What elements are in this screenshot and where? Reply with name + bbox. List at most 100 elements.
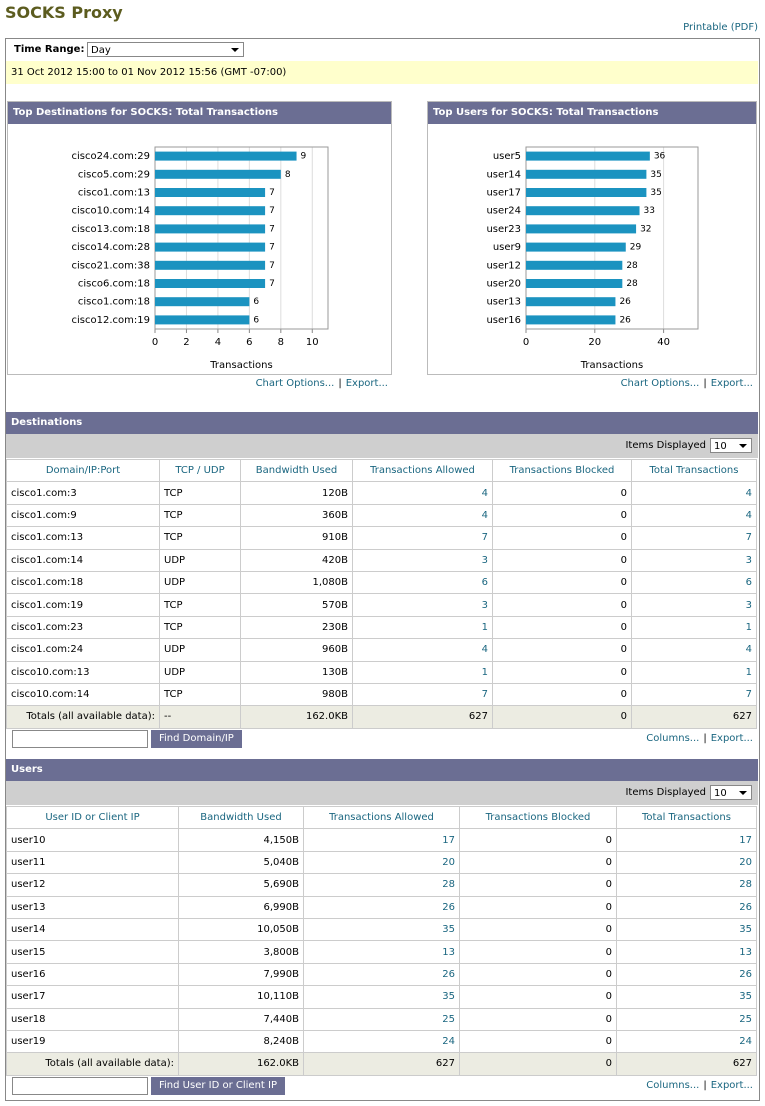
cell: 980B xyxy=(240,682,353,707)
column-header[interactable]: Bandwidth Used xyxy=(240,458,353,483)
chart: 0 20 40 user5 36 user14 35 user17 35 user24 33 user… xyxy=(486,146,699,371)
cell: TCP xyxy=(159,682,241,707)
cell[interactable]: 17 xyxy=(303,828,460,852)
cell[interactable]: 6 xyxy=(631,570,757,595)
cell[interactable]: 1 xyxy=(631,615,757,640)
column-header[interactable]: Transactions Allowed xyxy=(303,805,460,830)
search-input[interactable] xyxy=(12,1076,148,1095)
table-links: Columns... | Export... xyxy=(646,1080,753,1091)
column-header[interactable]: User ID or Client IP xyxy=(6,805,179,830)
cell[interactable]: 24 xyxy=(303,1029,460,1054)
data-label: 33 xyxy=(644,206,655,216)
cell[interactable]: 26 xyxy=(303,962,460,987)
bar xyxy=(155,206,266,216)
totals-cell: Totals (all available data): xyxy=(6,1052,179,1076)
cell: 0 xyxy=(459,940,617,964)
export-link[interactable]: Export... xyxy=(345,378,388,389)
cell[interactable]: 17 xyxy=(616,828,757,852)
cell[interactable]: 4 xyxy=(631,503,757,528)
cell[interactable]: 4 xyxy=(352,481,493,505)
x-axis-label: Transactions xyxy=(580,360,643,371)
cell: cisco1.com:13 xyxy=(6,526,160,550)
cell[interactable]: 13 xyxy=(303,940,460,964)
y-tick-label: cisco1.com:18 xyxy=(78,297,150,308)
cell[interactable]: 3 xyxy=(631,548,757,572)
cell[interactable]: 3 xyxy=(631,593,757,617)
cell: 0 xyxy=(492,593,632,617)
cell[interactable]: 1 xyxy=(631,660,757,684)
cell[interactable]: 1 xyxy=(352,660,493,684)
x-tick-label: 20 xyxy=(588,337,601,348)
cell[interactable]: 6 xyxy=(352,570,493,595)
export-link[interactable]: Export... xyxy=(710,378,753,389)
cell[interactable]: 35 xyxy=(616,985,757,1009)
cell[interactable]: 7 xyxy=(631,682,757,707)
y-tick-label: user12 xyxy=(486,260,521,271)
time-range-select[interactable]: Day xyxy=(87,42,244,57)
cell[interactable]: 7 xyxy=(631,526,757,550)
cell[interactable]: 20 xyxy=(616,850,757,875)
row: cisco1.com:24 UDP 960B 4 0 4 xyxy=(6,638,757,662)
export-link[interactable]: Export... xyxy=(710,732,753,744)
column-header[interactable]: Transactions Blocked xyxy=(459,805,617,830)
cell: 0 xyxy=(459,1029,617,1054)
plot-frame xyxy=(154,146,329,330)
cell[interactable]: 4 xyxy=(631,481,757,505)
cell[interactable]: 35 xyxy=(303,917,460,942)
column-header[interactable]: Transactions Blocked xyxy=(492,458,632,483)
cell[interactable]: 13 xyxy=(616,940,757,964)
cell[interactable]: 26 xyxy=(616,895,757,919)
cell: TCP xyxy=(159,593,241,617)
cell[interactable]: 28 xyxy=(303,873,460,897)
chart-options-link[interactable]: Chart Options... xyxy=(255,378,335,389)
cell[interactable]: 4 xyxy=(631,638,757,662)
totals-cell: -- xyxy=(159,705,241,729)
cell: user12 xyxy=(6,873,179,897)
column-header[interactable]: Transactions Allowed xyxy=(352,458,493,483)
search-button[interactable]: Find User ID or Client IP xyxy=(151,1076,285,1095)
cell[interactable]: 26 xyxy=(616,962,757,987)
cell[interactable]: 20 xyxy=(303,850,460,875)
export-link[interactable]: Export... xyxy=(710,1079,753,1091)
bar xyxy=(526,242,626,252)
cell[interactable]: 25 xyxy=(303,1007,460,1031)
columns-link[interactable]: Columns... xyxy=(646,732,700,744)
cell[interactable]: 7 xyxy=(352,682,493,707)
cell: 10,110B xyxy=(178,985,304,1009)
search-button[interactable]: Find Domain/IP xyxy=(151,729,242,748)
chart-options-link[interactable]: Chart Options... xyxy=(620,378,700,389)
cell[interactable]: 24 xyxy=(616,1029,757,1054)
cell[interactable]: 4 xyxy=(352,638,493,662)
row: cisco1.com:9 TCP 360B 4 0 4 xyxy=(6,503,757,528)
time-range-text: 31 Oct 2012 15:00 to 01 Nov 2012 15:56 (… xyxy=(11,67,287,78)
cell: 3,800B xyxy=(178,940,304,964)
column-header[interactable]: Bandwidth Used xyxy=(178,805,304,830)
cell[interactable]: 3 xyxy=(352,548,493,572)
cell[interactable]: 25 xyxy=(616,1007,757,1031)
cell[interactable]: 4 xyxy=(352,503,493,528)
cell: cisco1.com:9 xyxy=(6,503,160,528)
cell[interactable]: 3 xyxy=(352,593,493,617)
column-header[interactable]: Total Transactions xyxy=(616,805,757,830)
column-header[interactable]: Total Transactions xyxy=(631,458,757,483)
column-header[interactable]: TCP / UDP xyxy=(159,458,241,483)
search-input[interactable] xyxy=(12,729,148,748)
items-select[interactable]: 10 xyxy=(710,785,752,800)
cell: cisco1.com:23 xyxy=(6,615,160,640)
data-label: 8 xyxy=(285,170,291,180)
cell[interactable]: 7 xyxy=(352,526,493,550)
cell[interactable]: 1 xyxy=(352,615,493,640)
row: cisco1.com:14 UDP 420B 3 0 3 xyxy=(6,548,757,572)
column-header[interactable]: Domain/IP:Port xyxy=(6,458,160,483)
main-box xyxy=(5,38,760,1101)
items-select[interactable]: 10 xyxy=(710,438,752,453)
cell[interactable]: 26 xyxy=(303,895,460,919)
cell[interactable]: 35 xyxy=(303,985,460,1009)
section-title: Users xyxy=(6,759,758,781)
cell[interactable]: 28 xyxy=(616,873,757,897)
data-label: 7 xyxy=(269,206,275,216)
printable-link[interactable]: Printable (PDF) xyxy=(683,22,758,33)
columns-link[interactable]: Columns... xyxy=(646,1079,700,1091)
cell[interactable]: 35 xyxy=(616,917,757,942)
x-tick-label: 10 xyxy=(306,337,319,348)
